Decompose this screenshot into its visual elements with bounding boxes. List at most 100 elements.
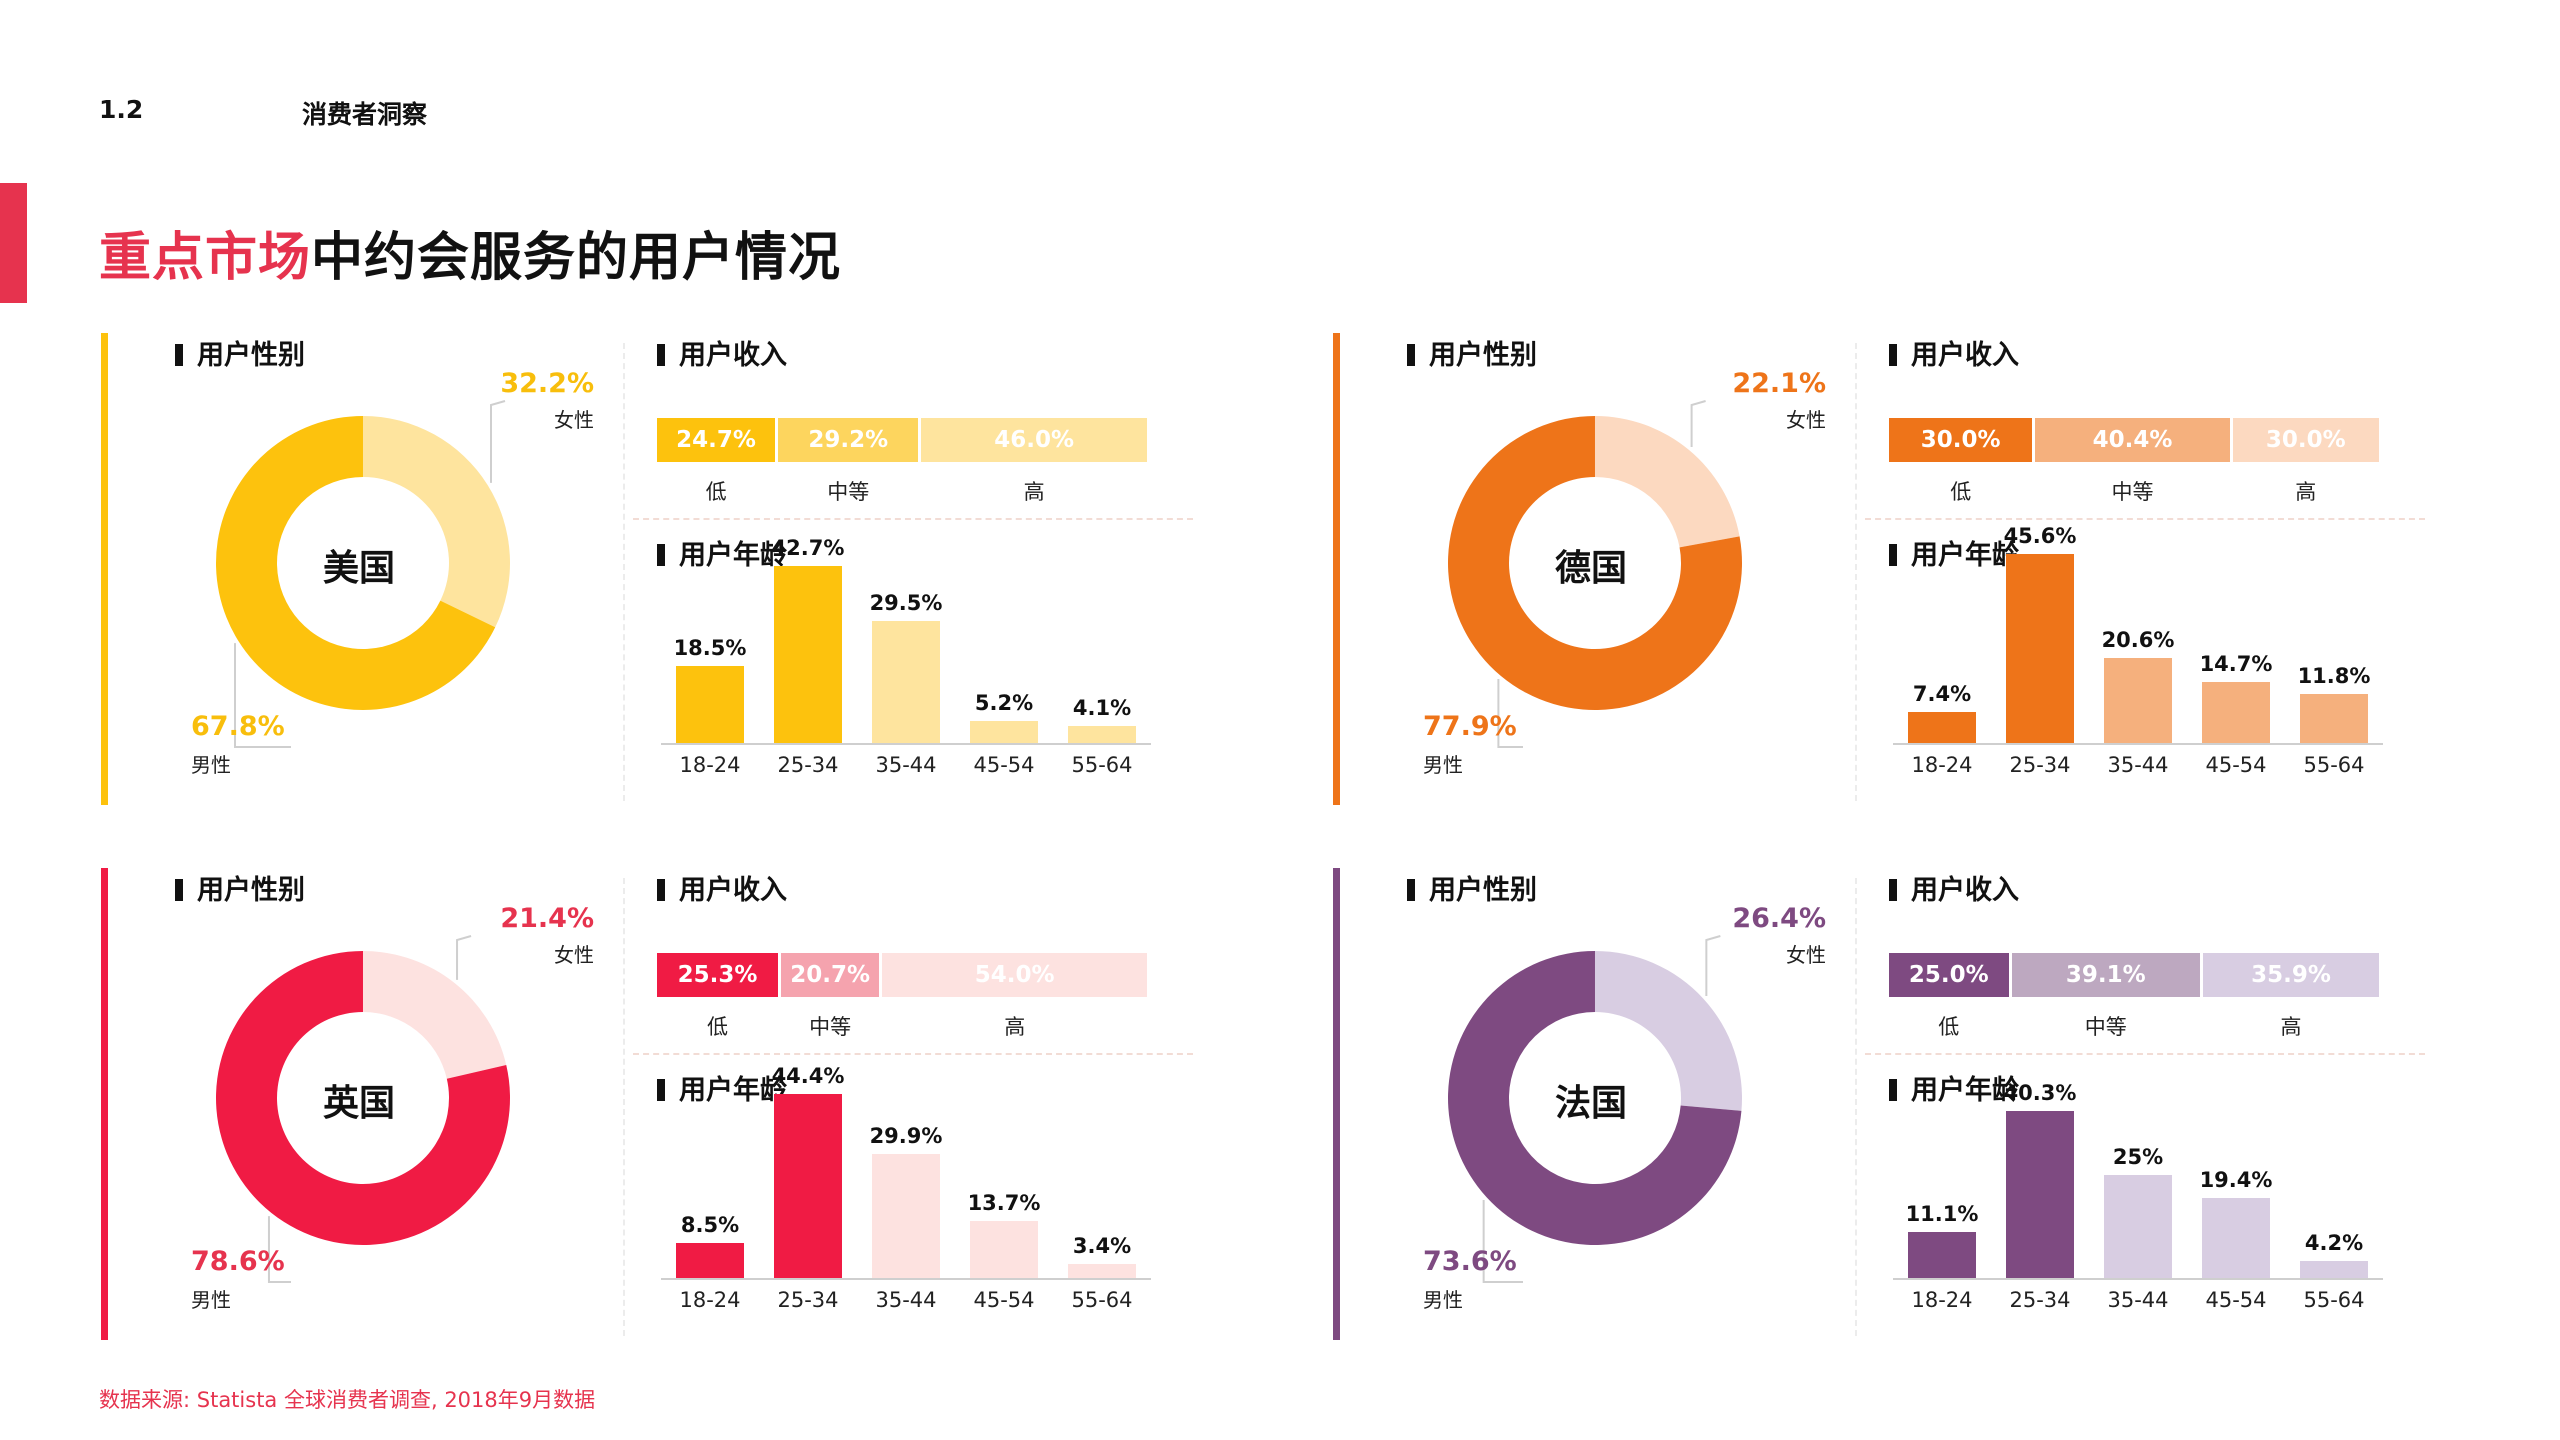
heading-marker [1407, 879, 1415, 901]
age-bar-category: 35-44 [2107, 753, 2169, 777]
panel-divider [623, 343, 625, 801]
heading-marker [657, 1079, 665, 1101]
income-segment-value: 54.0% [974, 962, 1055, 988]
age-bar-value: 25% [2112, 1144, 2164, 1169]
income-stacked-bar: 24.7% 低 29.2% 中等 46.0% 高 [657, 418, 1147, 504]
heading-text: 用户性别 [1429, 340, 1537, 371]
heading-marker [1889, 879, 1897, 901]
age-chart-baseline [1893, 743, 2383, 745]
gender-donut-chart: 美国 32.2% 女性 67.8% 男性 [101, 333, 621, 805]
gender-donut-svg [216, 935, 510, 1283]
gender-donut-chart: 英国 21.4% 女性 78.6% 男性 [101, 868, 621, 1340]
age-bar-value: 19.4% [2199, 1167, 2273, 1192]
income-segment-category: 高 [1004, 1015, 1026, 1039]
female-label: 女性 [554, 408, 594, 432]
age-bar [2202, 1197, 2270, 1278]
heading-text: 用户性别 [1429, 875, 1537, 906]
female-label: 女性 [1786, 408, 1826, 432]
income-heading: 用户收入 [1889, 868, 2019, 907]
income-segment-value: 30.0% [2265, 427, 2346, 453]
leader-line-male [1497, 679, 1523, 748]
female-label: 女性 [554, 943, 594, 967]
heading-text: 用户收入 [679, 340, 787, 371]
age-bar-value: 4.1% [1072, 696, 1132, 721]
heading-text: 用户年龄 [1911, 1075, 2019, 1106]
panel-accent-bar [101, 868, 108, 1340]
age-bar-value: 29.5% [869, 590, 943, 615]
income-segment-category: 低 [1950, 480, 1972, 504]
age-bar-category: 25-34 [2009, 753, 2071, 777]
age-bar [1908, 1232, 1976, 1278]
heading-text: 用户年龄 [1911, 540, 2019, 571]
income-segment: 40.4% 中等 [2035, 418, 2230, 504]
panel-accent-bar [1333, 333, 1340, 805]
age-bar-value: 11.8% [2297, 664, 2371, 689]
age-bar [1908, 712, 1976, 743]
market-panel: 用户性别 用户收入 用户年龄 德国 22.1% 女性 77.9% 男性 30.0% 低 40.4% 中… [1333, 333, 2493, 805]
income-segment: 25.3% 低 [657, 953, 778, 1039]
country-name: 德国 [1555, 548, 1628, 589]
panel-divider [623, 878, 625, 1336]
income-segment: 20.7% 中等 [780, 953, 880, 1039]
male-label: 男性 [1423, 753, 1463, 777]
age-bar-category: 18-24 [679, 753, 741, 777]
gender-donut-svg [1448, 935, 1742, 1283]
donut-slice-male [216, 951, 510, 1245]
income-segment-value: 25.3% [677, 962, 758, 988]
income-stacked-bar: 25.0% 低 39.1% 中等 35.9% 高 [1889, 953, 2379, 1039]
leader-line-male [234, 643, 291, 748]
section-divider [1865, 1053, 2425, 1055]
male-percentage: 78.6% [191, 1246, 285, 1277]
age-bar-value: 8.5% [680, 1212, 740, 1237]
gender-heading: 用户性别 [1407, 333, 1537, 372]
age-bar [774, 1094, 842, 1278]
income-segment-value: 46.0% [994, 427, 1075, 453]
income-segment-category: 中等 [809, 1015, 852, 1039]
leader-line-male [267, 1216, 291, 1283]
income-segment-value: 30.0% [1920, 427, 2001, 453]
donut-slice-female [363, 951, 507, 1079]
male-percentage: 67.8% [191, 711, 285, 742]
age-bar-category: 45-54 [973, 1288, 1035, 1312]
heading-marker [175, 879, 183, 901]
income-segment-value: 29.2% [808, 427, 889, 453]
age-bar-category: 25-34 [777, 753, 839, 777]
age-bar [676, 666, 744, 743]
age-bar [2104, 1174, 2172, 1278]
section-divider [1865, 518, 2425, 520]
age-bar [2202, 682, 2270, 743]
male-label: 男性 [191, 753, 231, 777]
age-heading: 用户年龄 [657, 1068, 787, 1107]
page-title: 重点市场中约会服务的用户情况 [99, 215, 841, 290]
panel-divider [1855, 878, 1857, 1336]
income-segment-category: 高 [2295, 480, 2317, 504]
data-source: 数据来源: Statista 全球消费者调查, 2018年9月数据 [99, 1388, 596, 1412]
country-name: 美国 [323, 548, 396, 589]
gender-heading: 用户性别 [1407, 868, 1537, 907]
income-stacked-bar: 30.0% 低 40.4% 中等 30.0% 高 [1889, 418, 2379, 504]
section-divider [633, 518, 1193, 520]
gender-heading: 用户性别 [175, 868, 305, 907]
age-bar-category: 55-64 [2303, 1288, 2365, 1312]
donut-slice-female [363, 416, 511, 628]
age-bar-value: 45.6% [2003, 524, 2077, 549]
income-segment-value: 40.4% [2092, 427, 2173, 453]
female-percentage: 22.1% [1732, 368, 1826, 399]
male-label: 男性 [191, 1288, 231, 1312]
income-segment-category: 中等 [2084, 1015, 2127, 1039]
age-bar-category: 55-64 [1071, 1288, 1133, 1312]
age-heading: 用户年龄 [657, 533, 787, 572]
age-bar-category: 45-54 [2205, 753, 2267, 777]
age-bar [676, 1242, 744, 1278]
income-segment-value: 24.7% [676, 427, 756, 453]
heading-marker [1889, 1079, 1897, 1101]
age-bar [970, 721, 1038, 743]
market-panel: 用户性别 用户收入 用户年龄 美国 32.2% 女性 67.8% 男性 24.7% 低 29.2% 中… [101, 333, 1261, 805]
income-segment-value: 25.0% [1908, 962, 1989, 988]
age-bar-value: 20.6% [2101, 627, 2175, 652]
age-bar-value: 3.4% [1072, 1233, 1132, 1258]
income-segment: 46.0% 高 [921, 418, 1147, 504]
heading-text: 用户性别 [197, 340, 305, 371]
heading-marker [175, 344, 183, 366]
age-bar [2300, 694, 2368, 743]
